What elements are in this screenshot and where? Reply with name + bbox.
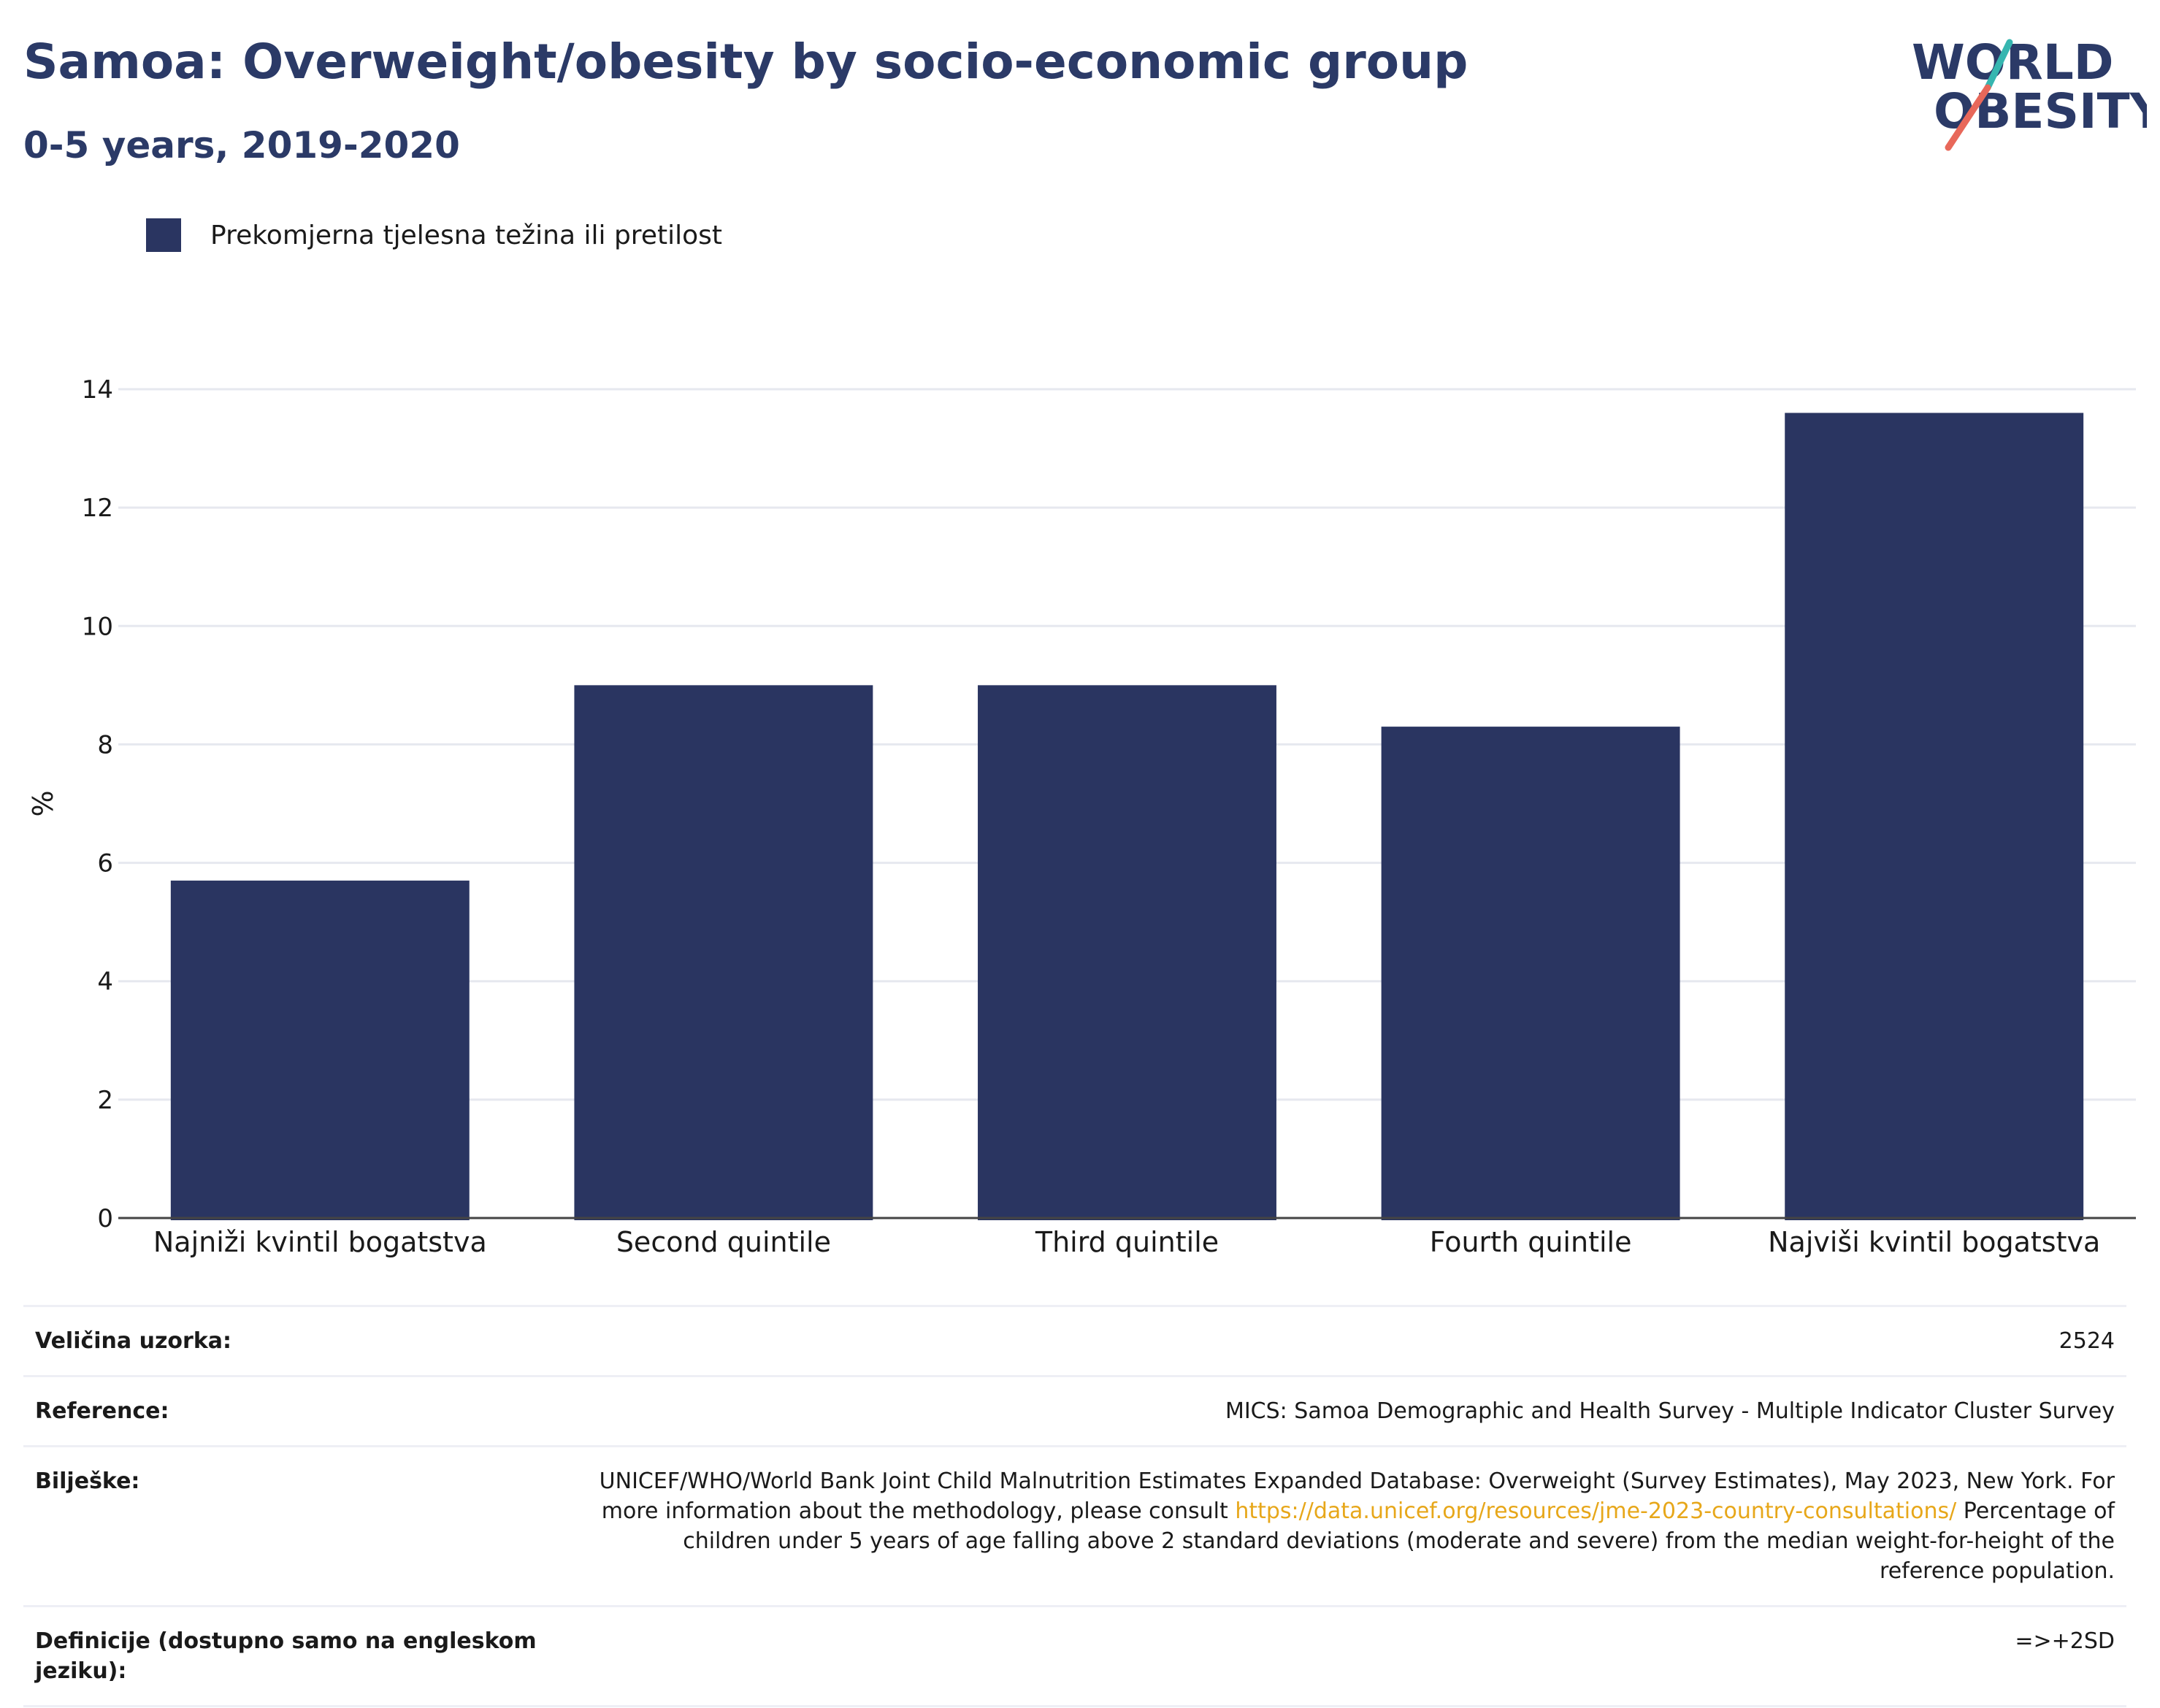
reference-row: Reference: MICS: Samoa Demographic and H… (23, 1375, 2126, 1447)
y-tick-label: 6 (97, 849, 113, 878)
sample-size-row: Veličina uzorka: 2524 (23, 1305, 2126, 1376)
bars (170, 413, 2084, 1220)
notes-key: Bilješke: (23, 1445, 587, 1606)
reference-key: Reference: (23, 1375, 587, 1447)
sample-size-key: Veličina uzorka: (23, 1305, 587, 1376)
y-axis-label: % (27, 790, 59, 816)
legend[interactable]: Prekomjerna tjelesna težina ili pretilos… (146, 218, 722, 253)
axes: 0 2 4 6 8 10 12 14% Najniži kvintil bogatstva Sec… (27, 375, 2136, 1258)
notes-text-post: Percentage of children under 5 years of … (683, 1498, 2115, 1584)
bar[interactable] (1785, 413, 2084, 1220)
x-tick-label: Najviši kvintil bogatstva (1768, 1226, 2100, 1258)
y-tick-label: 0 (97, 1204, 113, 1233)
legend-swatch (146, 218, 181, 252)
y-tick-label: 14 (82, 375, 113, 405)
y-tick-label: 12 (82, 494, 113, 523)
notes-text-pre: UNICEF/WHO/World Bank Joint Child Malnut… (599, 1468, 2115, 1524)
logo-slash-coral (1945, 84, 1991, 151)
chart-subtitle: 0-5 years, 2019-2020 (23, 124, 460, 166)
y-tick-label: 2 (97, 1086, 113, 1115)
metadata-table: Veličina uzorka: 2524 Reference: MICS: S… (23, 1305, 2126, 1707)
chart-title: Samoa: Overweight/obesity by socio-econo… (23, 34, 1468, 90)
bar[interactable] (574, 685, 873, 1220)
y-tick-label: 4 (97, 968, 113, 997)
notes-row: Bilješke: UNICEF/WHO/World Bank Joint Ch… (23, 1445, 2126, 1606)
bar[interactable] (1381, 727, 1680, 1220)
definitions-row: Definicije (dostupno samo na engleskom j… (23, 1605, 2126, 1707)
legend-label: Prekomjerna tjelesna težina ili pretilos… (210, 220, 722, 250)
logo-slash-teal (1984, 39, 2013, 91)
sample-size-value: 2524 (587, 1305, 2126, 1376)
logo-word-world: WORLD (1912, 34, 2114, 91)
x-tick-label: Fourth quintile (1430, 1226, 1632, 1258)
notes-value: UNICEF/WHO/World Bank Joint Child Malnut… (587, 1445, 2126, 1606)
definitions-value: =>+2SD (587, 1605, 2126, 1707)
definitions-key: Definicije (dostupno samo na engleskom j… (23, 1605, 587, 1707)
world-obesity-logo: WORLD OBESITY (1912, 34, 2147, 151)
bar[interactable] (978, 685, 1276, 1220)
methodology-link[interactable]: https://data.unicef.org/resources/jme-20… (1235, 1498, 1957, 1524)
bar[interactable] (170, 880, 470, 1220)
x-tick-label: Second quintile (616, 1226, 831, 1258)
y-tick-label: 10 (82, 612, 113, 641)
y-tick-label: 8 (97, 730, 113, 759)
x-tick-label: Third quintile (1035, 1226, 1219, 1258)
x-tick-label: Najniži kvintil bogatstva (153, 1226, 487, 1258)
bar-chart: 0 2 4 6 8 10 12 14% Najniži kvintil bogatstva Sec… (27, 375, 2136, 1258)
reference-value: MICS: Samoa Demographic and Health Surve… (587, 1375, 2126, 1447)
